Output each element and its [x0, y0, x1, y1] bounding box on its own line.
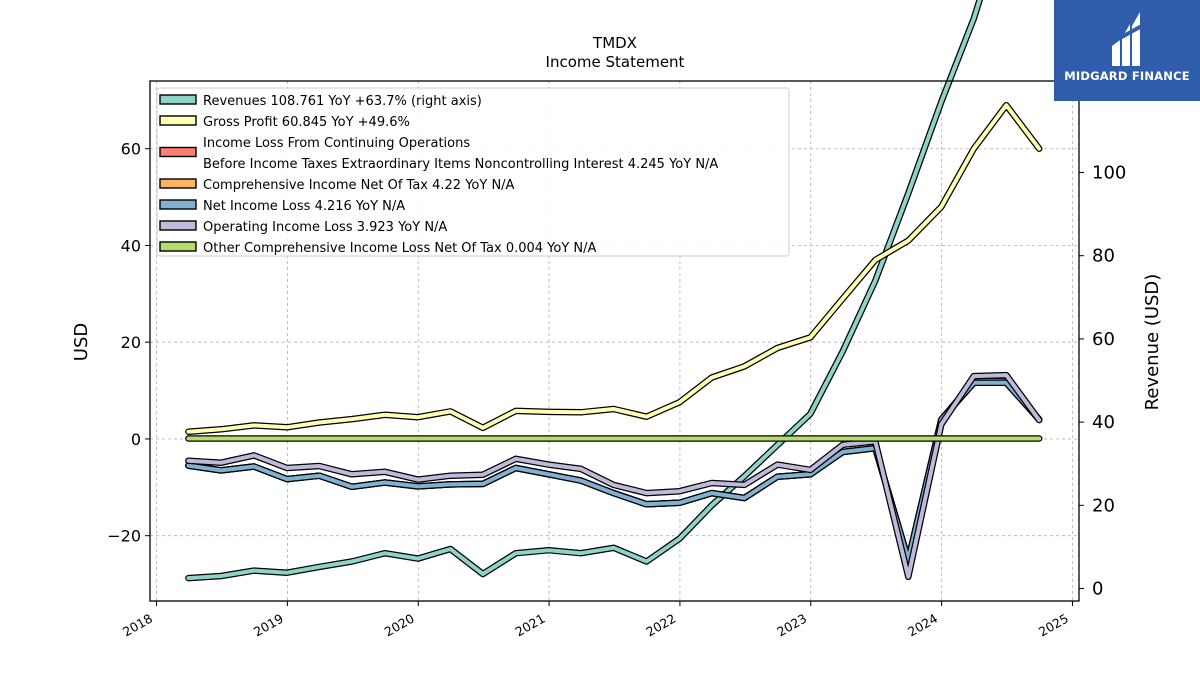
y-tick-label: 0 [131, 430, 141, 449]
plot-frame [149, 80, 1080, 602]
brand-logo-text: MIDGARD FINANCE [1064, 69, 1190, 83]
legend-swatch [159, 241, 197, 252]
y2-tick-label: 60 [1092, 329, 1115, 350]
y-tick-label: 40 [121, 236, 141, 255]
legend-item-2: Income Loss From Continuing Operations Be… [159, 136, 718, 172]
legend: Revenues 108.761 YoY +63.7% (right axis)… [156, 87, 790, 257]
x-tick-label: 2019 [251, 611, 286, 640]
y2-tick-label: 80 [1092, 246, 1115, 267]
legend-label: Net Income Loss 4.216 YoY N/A [203, 199, 405, 214]
legend-item-5: Operating Income Loss 3.923 YoY N/A [159, 220, 447, 235]
y2-tick-label: 40 [1092, 412, 1115, 433]
y2-tick-label: 0 [1092, 579, 1103, 600]
legend-swatch [159, 146, 197, 158]
x-tick-label: 2018 [120, 611, 155, 640]
legend-swatch [159, 199, 197, 210]
chart-title: TMDX [592, 34, 637, 52]
y-tick-label: 60 [121, 140, 141, 159]
x-tick-label: 2020 [382, 611, 417, 640]
legend-swatch [159, 115, 197, 126]
brand-logo: MIDGARD FINANCE [1054, 0, 1200, 101]
y-tick-label: −20 [107, 527, 141, 546]
legend-item-3: Comprehensive Income Net Of Tax 4.22 YoY… [159, 178, 515, 193]
chart-subtitle: Income Statement [546, 53, 685, 71]
legend-label: Comprehensive Income Net Of Tax 4.22 YoY… [203, 178, 515, 193]
midgard-logo-icon [1108, 12, 1150, 66]
x-tick-label: 2023 [774, 611, 809, 640]
legend-label: Operating Income Loss 3.923 YoY N/A [203, 220, 447, 235]
legend-label: Revenues 108.761 YoY +63.7% (right axis) [203, 94, 482, 109]
legend-label: Other Comprehensive Income Loss Net Of T… [203, 241, 597, 256]
y-tick-label: 20 [121, 333, 141, 352]
series-layer [185, 0, 1043, 582]
legend-swatch [159, 220, 197, 231]
legend-item-4: Net Income Loss 4.216 YoY N/A [159, 199, 405, 214]
legend-label: Before Income Taxes Extraordinary Items … [203, 157, 718, 172]
legend-box [156, 87, 790, 257]
x-tick-label: 2024 [905, 611, 940, 640]
legend-swatch [159, 178, 197, 189]
y2-axis-label: Revenue (USD) [1142, 274, 1163, 411]
legend-item-1: Gross Profit 60.845 YoY +49.6% [159, 115, 410, 130]
series-line-1 [185, 101, 1043, 435]
y2-tick-label: 100 [1092, 163, 1126, 184]
series-line-5 [185, 371, 1043, 581]
legend-label: Income Loss From Continuing Operations [203, 136, 470, 151]
x-tick-label: 2022 [643, 611, 678, 640]
legend-swatch [159, 94, 197, 105]
legend-item-6: Other Comprehensive Income Loss Net Of T… [159, 241, 597, 256]
legend-item-0: Revenues 108.761 YoY +63.7% (right axis) [159, 94, 482, 109]
series-line-0 [185, 0, 984, 582]
x-tick-label: 2021 [513, 611, 548, 640]
x-tick-label: 2025 [1036, 611, 1071, 640]
y-axis-label: USD [71, 323, 92, 361]
legend-label: Gross Profit 60.845 YoY +49.6% [203, 115, 410, 130]
y2-tick-label: 20 [1092, 495, 1115, 516]
